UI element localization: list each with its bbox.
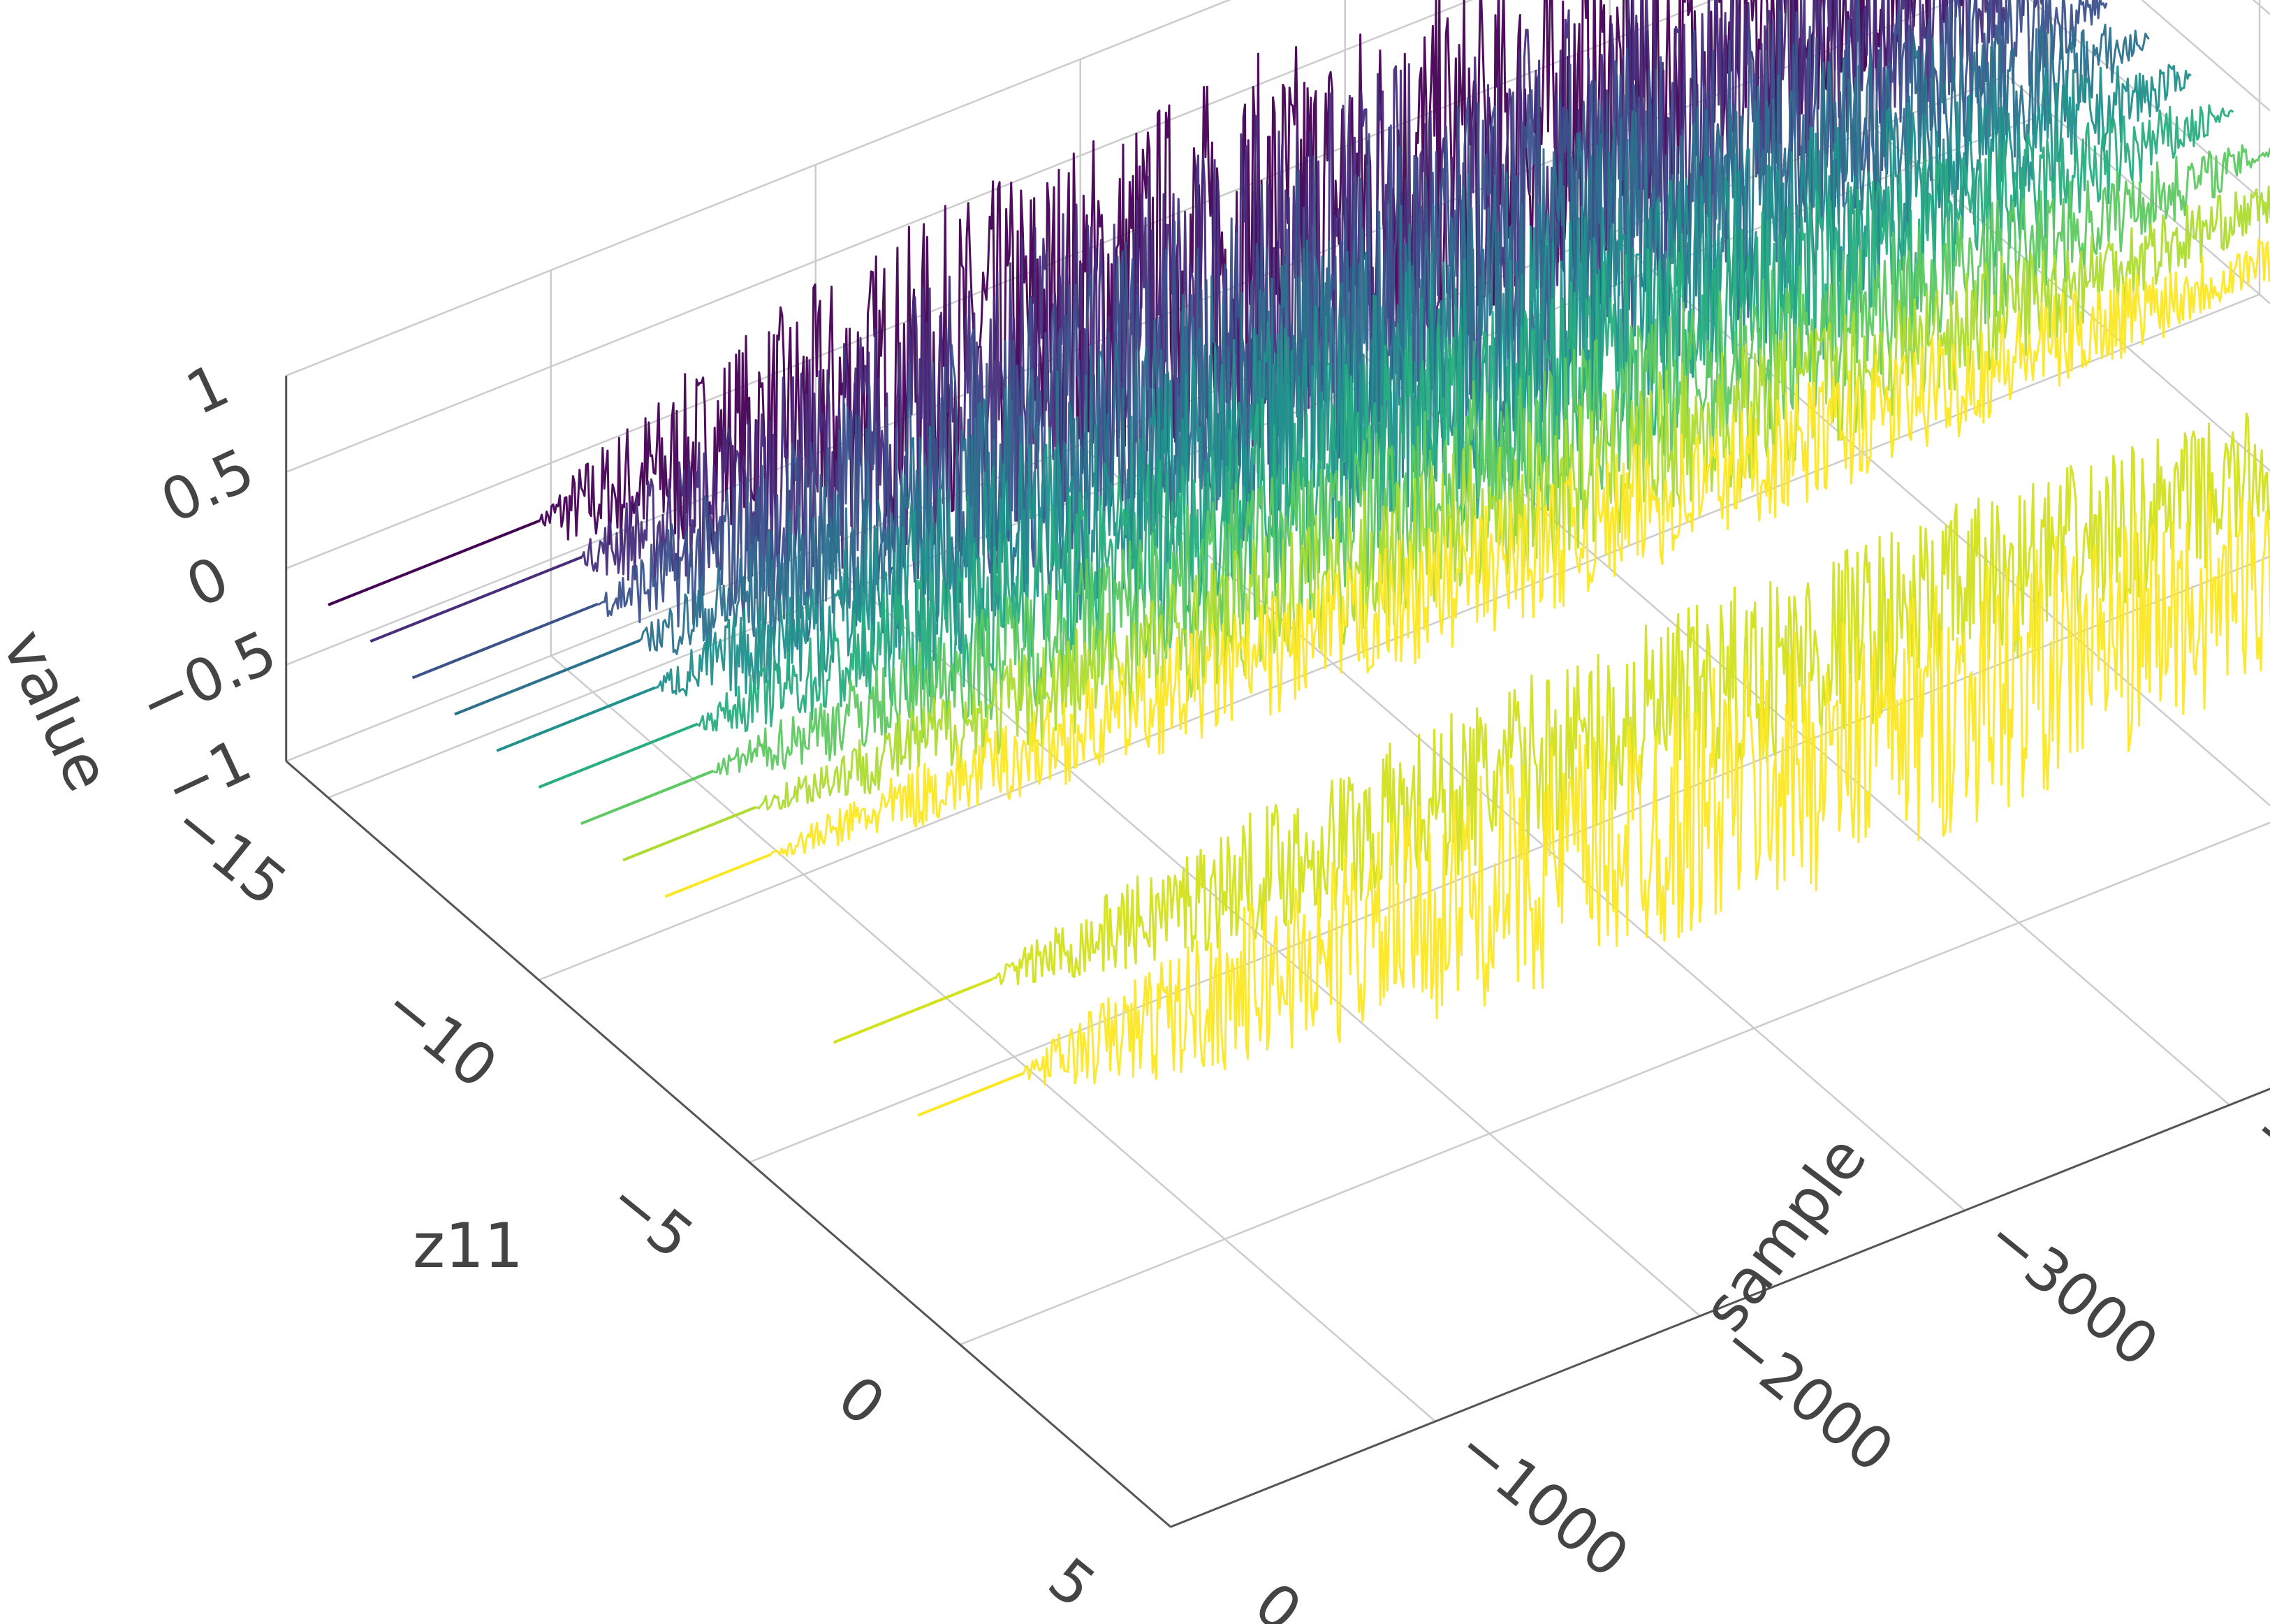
z11-tick-label: −5 bbox=[596, 1164, 706, 1272]
back-wall-gridline-value bbox=[2006, 75, 2270, 305]
left-wall-gridline-value bbox=[286, 0, 1231, 376]
z11-tick-label: 0 bbox=[826, 1362, 898, 1439]
sample-axis-line bbox=[1170, 1088, 2270, 1528]
floor-gridline-z11 bbox=[1170, 1088, 2270, 1528]
floor-gridline-sample bbox=[550, 654, 1436, 1422]
extra-trace-baseline bbox=[917, 1071, 1025, 1117]
value-tick-label: −1 bbox=[154, 726, 261, 824]
extra-trace-baseline bbox=[833, 977, 993, 1044]
series-trace-baseline bbox=[538, 722, 698, 789]
sample-tick-label: −1000 bbox=[1444, 1413, 1642, 1591]
value-tick-label: 0 bbox=[176, 543, 239, 621]
back-wall-gridline-value bbox=[2141, 0, 2270, 112]
series-trace-baseline bbox=[664, 853, 772, 898]
sample-tick-label: 0 bbox=[1242, 1569, 1314, 1624]
series-trace-baseline bbox=[622, 806, 756, 862]
series-trace-baseline bbox=[580, 769, 715, 826]
value-axis-title: value bbox=[0, 620, 124, 802]
series-trace bbox=[770, 238, 2270, 857]
floor-gridline-sample bbox=[1609, 233, 2270, 807]
floor-gridline-z11 bbox=[539, 293, 2260, 981]
series-trace-baseline bbox=[328, 519, 541, 606]
z11-tick-label: 5 bbox=[1036, 1544, 1108, 1621]
series-trace-baseline bbox=[454, 639, 640, 716]
series-trace-baseline bbox=[411, 602, 599, 680]
floor-gridline-z11 bbox=[960, 821, 2270, 1346]
sample-tick-label: −4000 bbox=[2239, 1097, 2270, 1275]
left-wall-gridline-value bbox=[286, 0, 1474, 473]
value-tick-label: 0.5 bbox=[151, 435, 265, 536]
floor-gridline-sample bbox=[814, 549, 1701, 1317]
series-trace-baseline bbox=[369, 555, 583, 643]
z11-axis-line bbox=[285, 760, 1171, 1528]
series-trace bbox=[639, 23, 2150, 659]
value-tick-label: 1 bbox=[176, 351, 239, 428]
floor-gridline-sample bbox=[1873, 127, 2270, 472]
trace-layer bbox=[328, 0, 2270, 1117]
series-trace bbox=[755, 185, 2270, 811]
back-wall-gridline-value bbox=[2029, 0, 2270, 209]
series-trace-baseline bbox=[496, 686, 657, 752]
extra-trace bbox=[1023, 487, 2270, 1086]
sample-axis-title: sample bbox=[1688, 1122, 1880, 1345]
sample-tick-label: −3000 bbox=[1974, 1202, 2172, 1380]
value-tick-label: −0.5 bbox=[129, 617, 286, 740]
z11-axis-title: z11 bbox=[413, 1210, 523, 1282]
z11-tick-label: −10 bbox=[371, 970, 510, 1102]
